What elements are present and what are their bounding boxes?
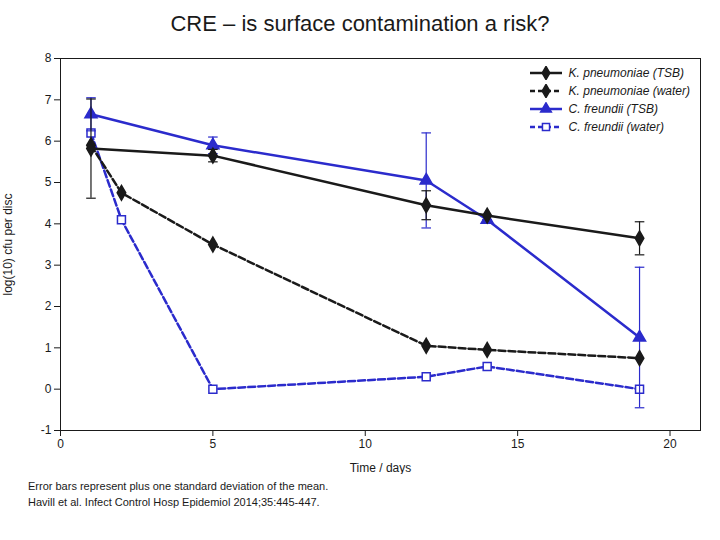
svg-text:8: 8 (45, 51, 52, 65)
svg-text:2: 2 (45, 299, 52, 313)
svg-text:7: 7 (45, 93, 52, 107)
svg-text:5: 5 (210, 437, 217, 451)
svg-text:-1: -1 (41, 423, 52, 437)
svg-text:0: 0 (45, 382, 52, 396)
svg-text:0: 0 (57, 437, 64, 451)
html-text:Error bars represent plus one: Error bars represent plus one standard d… (28, 480, 329, 492)
svg-text:Time / days: Time / days (350, 461, 412, 475)
svg-text:log(10) cfu per disc: log(10) cfu per disc (1, 193, 15, 295)
html-text:CRE – is surface contamination: CRE – is surface contamination a risk? (170, 11, 550, 36)
html-text:C. freundii (water): C. freundii (water) (568, 120, 664, 134)
html-text:K. pneumoniae (water): K. pneumoniae (water) (568, 84, 690, 98)
svg-text:1: 1 (45, 341, 52, 355)
html-text:K. pneumoniae (TSB): K. pneumoniae (TSB) (568, 66, 684, 80)
html-text:C. freundii (TSB): C. freundii (TSB) (568, 102, 658, 116)
svg-text:20: 20 (663, 437, 677, 451)
svg-text:5: 5 (45, 175, 52, 189)
svg-text:4: 4 (45, 217, 52, 231)
svg-text:15: 15 (511, 437, 525, 451)
html-text:Havill et al. Infect Control H: Havill et al. Infect Control Hosp Epidem… (28, 496, 320, 508)
svg-text:6: 6 (45, 134, 52, 148)
svg-text:10: 10 (359, 437, 373, 451)
svg-text:3: 3 (45, 258, 52, 272)
